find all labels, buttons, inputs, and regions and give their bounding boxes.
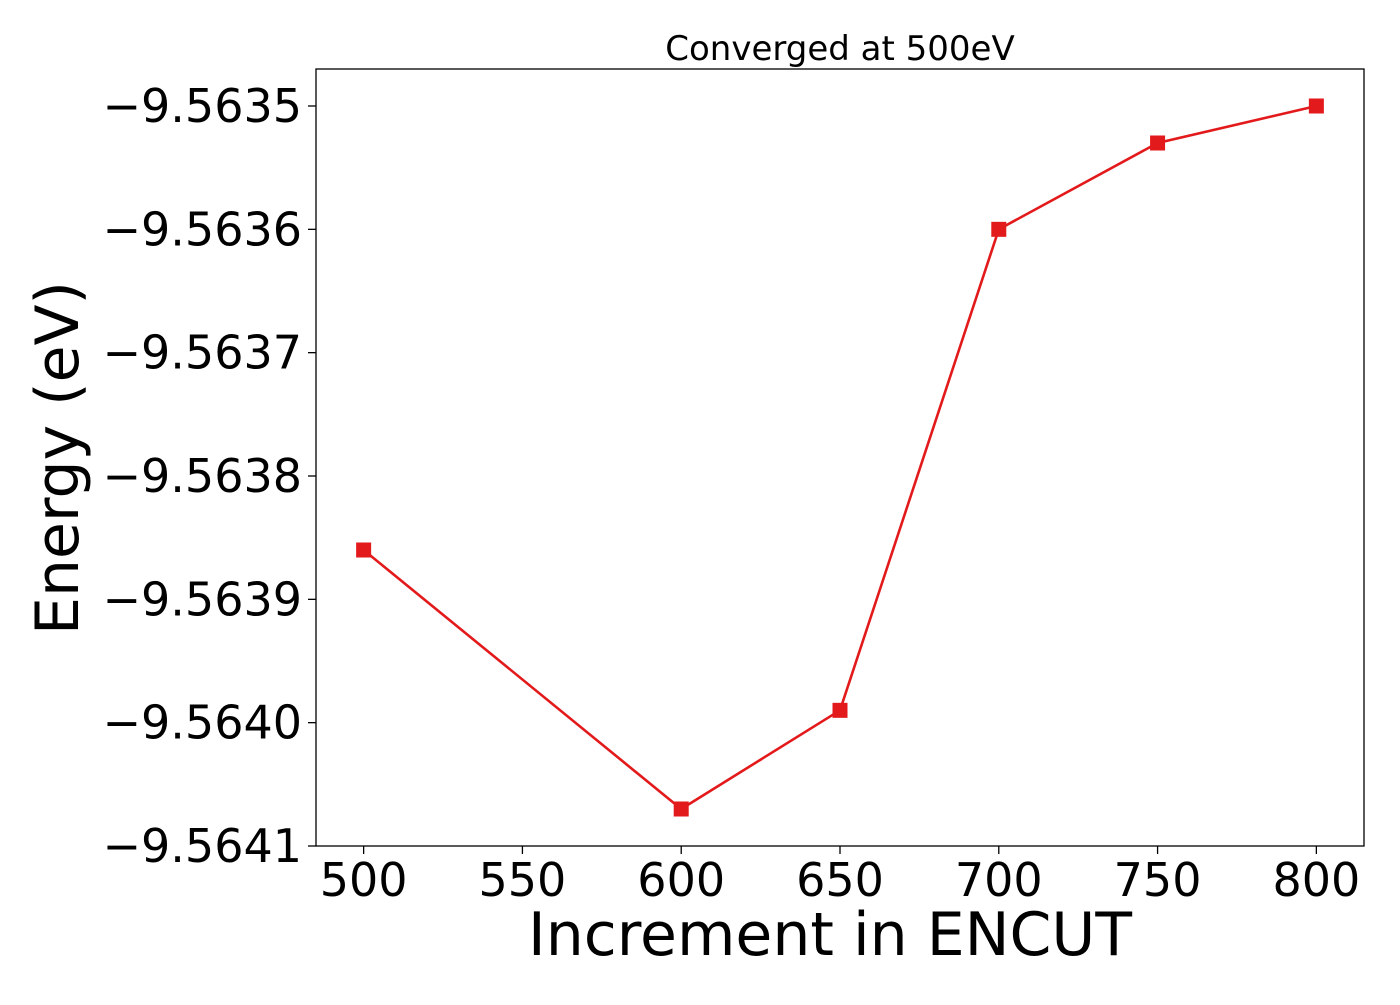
y-tick-label: −9.5640 — [103, 696, 303, 750]
x-axis-label: Increment in ENCUT — [528, 900, 1132, 970]
data-point-marker — [1150, 135, 1166, 151]
y-tick-label: −9.5641 — [103, 819, 303, 873]
data-point-marker — [1308, 98, 1324, 114]
y-tick-label: −9.5639 — [103, 572, 303, 626]
x-tick-label: 600 — [637, 853, 725, 907]
x-tick-label: 700 — [955, 853, 1043, 907]
data-point-marker — [673, 801, 689, 817]
chart-title: Converged at 500eV — [665, 29, 1014, 69]
y-tick-label: −9.5637 — [103, 326, 303, 380]
data-point-marker — [832, 702, 848, 718]
x-tick-label: 500 — [320, 853, 408, 907]
x-tick-label: 800 — [1272, 853, 1360, 907]
series-line — [362, 104, 1317, 811]
x-tick-label: 550 — [479, 853, 567, 907]
y-tick-label: −9.5638 — [103, 449, 303, 503]
plot-frame — [315, 68, 1365, 847]
x-tick-label: 750 — [1114, 853, 1202, 907]
data-point-marker — [991, 221, 1007, 237]
series-energy — [356, 98, 1324, 817]
y-axis-label: Energy (eV) — [23, 281, 93, 635]
data-point-marker — [356, 542, 372, 558]
x-axis: 500 550 600 650 700 750 800 — [320, 846, 1360, 907]
x-tick-label: 650 — [796, 853, 884, 907]
y-tick-label: −9.5635 — [103, 79, 303, 133]
y-tick-label: −9.5636 — [103, 202, 303, 256]
y-axis: −9.5641 −9.5640 −9.5639 −9.5638 −9.5637 −9.56… — [103, 79, 316, 873]
